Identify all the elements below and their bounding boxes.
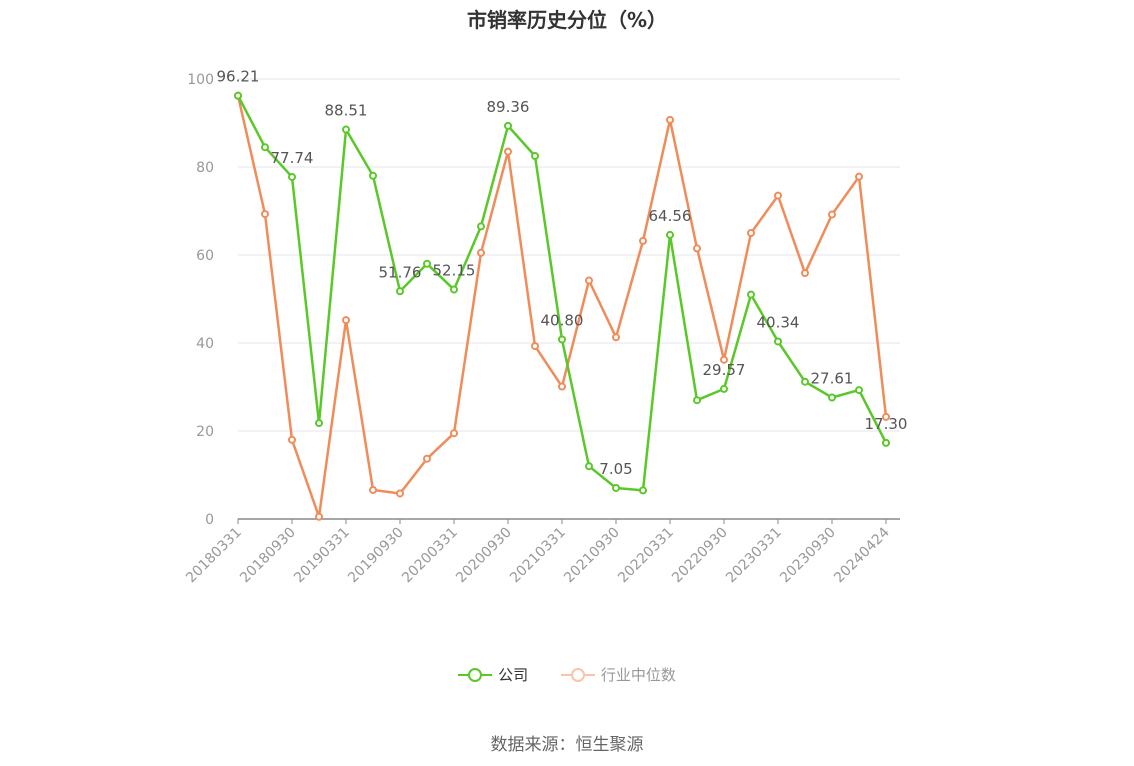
data-point — [288, 172, 296, 181]
data-point — [369, 171, 377, 180]
data-point — [855, 386, 863, 395]
data-point — [450, 285, 458, 294]
data-point — [423, 454, 431, 463]
data-label: 7.05 — [599, 460, 632, 478]
data-point — [450, 429, 458, 438]
x-tick-label: 20230930 — [777, 525, 839, 587]
y-tick-label: 100 — [187, 72, 214, 88]
data-point — [504, 121, 512, 130]
data-point — [720, 355, 728, 364]
data-label: 77.74 — [271, 149, 314, 167]
x-tick-label: 20240424 — [831, 524, 893, 586]
x-tick-label: 20220331 — [615, 525, 677, 587]
grid-lines — [238, 78, 900, 432]
x-tick-label: 20190331 — [291, 525, 353, 587]
data-label: 29.57 — [703, 361, 746, 379]
y-tick-label: 80 — [196, 160, 214, 176]
legend-item-company[interactable]: 公司 — [458, 664, 528, 685]
data-point — [720, 384, 728, 393]
data-point — [612, 483, 620, 492]
legend: 公司 行业中位数 — [0, 664, 1134, 687]
data-point — [342, 316, 350, 325]
data-point — [504, 147, 512, 156]
data-point — [423, 259, 431, 268]
data-point — [342, 125, 350, 134]
data-point — [396, 287, 404, 296]
x-tick-label: 20220930 — [669, 525, 731, 587]
data-point — [666, 115, 674, 124]
data-point — [234, 91, 242, 100]
data-point — [315, 419, 323, 428]
x-tick-label: 20180930 — [237, 525, 299, 587]
x-tick-label: 20210930 — [561, 525, 623, 587]
data-label: 64.56 — [649, 207, 692, 225]
data-point — [882, 438, 890, 447]
data-point — [801, 269, 809, 278]
data-label: 52.15 — [433, 262, 476, 280]
legend-label-industry-median: 行业中位数 — [600, 666, 676, 684]
data-point — [612, 333, 620, 342]
data-point — [531, 152, 539, 160]
data-point — [666, 230, 674, 239]
x-tick-label: 20200331 — [399, 525, 461, 587]
x-tick-label: 20190930 — [345, 525, 407, 587]
series-line-1 — [236, 95, 888, 519]
y-tick-label: 60 — [196, 248, 214, 264]
data-point — [639, 486, 647, 495]
data-point — [774, 191, 782, 200]
data-point — [477, 248, 485, 257]
data-label: 40.34 — [757, 314, 800, 332]
data-point — [558, 335, 566, 344]
data-point — [288, 435, 296, 444]
data-point — [747, 229, 755, 237]
data-point — [747, 290, 755, 299]
series-lines — [234, 91, 890, 521]
x-tick-label: 20180331 — [183, 525, 245, 587]
y-tick-label: 0 — [205, 512, 214, 528]
legend-swatch-industry-icon — [560, 667, 595, 683]
chart-title: 市销率历史分位（%） — [466, 8, 668, 32]
data-point — [882, 412, 890, 421]
data-point — [774, 337, 782, 346]
y-tick-label: 40 — [196, 336, 214, 352]
data-point — [693, 244, 701, 253]
x-tick-label: 20230331 — [723, 525, 785, 587]
data-label: 88.51 — [325, 102, 368, 120]
legend-item-industry-median[interactable]: 行业中位数 — [560, 664, 676, 685]
x-tick-label: 20200930 — [453, 525, 515, 587]
data-point — [261, 143, 269, 152]
data-label: 17.30 — [865, 415, 908, 433]
x-tick-label: 20210331 — [507, 525, 569, 587]
y-tick-label: 20 — [196, 424, 214, 440]
data-point — [396, 489, 404, 498]
data-point — [828, 210, 836, 219]
data-label: 27.61 — [811, 370, 854, 388]
data-point — [585, 276, 593, 285]
data-point — [369, 485, 377, 494]
data-point — [855, 172, 863, 181]
data-label: 51.76 — [379, 263, 422, 281]
data-point — [693, 396, 701, 405]
legend-label-company: 公司 — [498, 666, 529, 684]
data-point — [558, 382, 566, 391]
data-point — [828, 393, 836, 402]
data-label: 96.21 — [217, 68, 260, 86]
data-label: 40.80 — [541, 311, 584, 329]
data-labels: 96.21 77.74 88.51 51.76 52.15 89.36 40.80 7.05 6… — [217, 68, 908, 478]
data-source: 数据来源：恒生聚源 — [490, 735, 644, 755]
data-point — [315, 512, 323, 521]
data-point — [261, 210, 269, 219]
data-point — [639, 236, 647, 245]
data-point — [531, 342, 539, 351]
data-point — [477, 222, 485, 231]
legend-swatch-company-icon — [458, 667, 493, 683]
data-point — [585, 462, 593, 471]
data-label: 89.36 — [487, 98, 530, 116]
data-point — [801, 377, 809, 386]
